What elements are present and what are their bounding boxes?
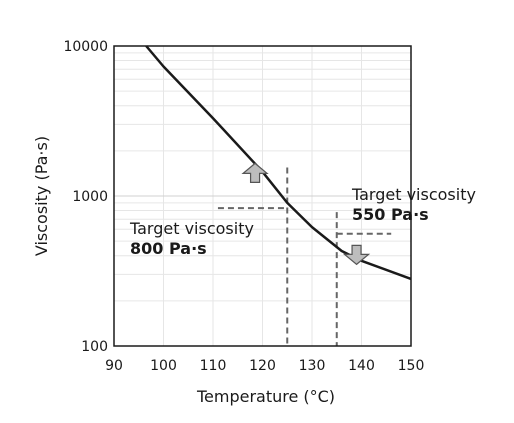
y-tick-labels: 100 1000 10000	[63, 39, 108, 355]
annotation-550-title: Target viscosity	[351, 185, 476, 204]
y-axis-label: Viscosity (Pa·s)	[32, 136, 51, 256]
x-tick-label-150: 150	[398, 358, 425, 374]
y-tick-label-1000: 1000	[72, 189, 108, 205]
x-tick-label-100: 100	[150, 358, 177, 374]
annotation-800-title: Target viscosity	[129, 219, 254, 238]
x-tick-label-110: 110	[200, 358, 227, 374]
grid-lines	[114, 46, 411, 346]
annotation-800-value: 800 Pa·s	[130, 239, 207, 258]
plot-frame	[113, 45, 412, 347]
arrows	[241, 162, 371, 266]
x-tick-label-90: 90	[105, 358, 123, 374]
y-tick-label-100: 100	[81, 339, 108, 355]
x-tick-label-130: 130	[299, 358, 326, 374]
arrow-up-icon	[241, 162, 269, 183]
x-axis-label: Temperature (°C)	[196, 387, 335, 406]
annotation-550-value: 550 Pa·s	[352, 205, 429, 224]
x-tick-label-140: 140	[348, 358, 375, 374]
x-tick-label-120: 120	[249, 358, 276, 374]
y-tick-label-10000: 10000	[63, 39, 108, 55]
x-tick-labels: 90 100 110 120 130 140 150	[105, 358, 424, 374]
arrow-down-icon	[342, 244, 371, 266]
guide-lines	[217, 167, 392, 346]
